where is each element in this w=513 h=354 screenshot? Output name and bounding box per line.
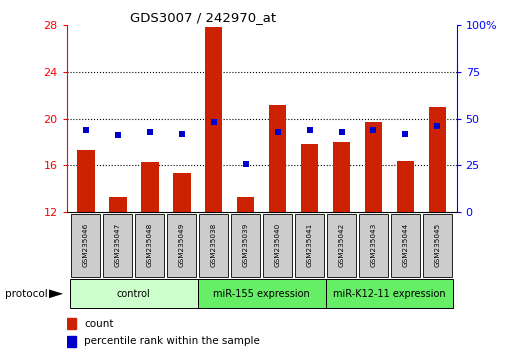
Text: GSM235040: GSM235040 <box>274 223 281 267</box>
FancyBboxPatch shape <box>70 279 198 308</box>
FancyBboxPatch shape <box>198 279 326 308</box>
Text: count: count <box>84 319 114 329</box>
FancyBboxPatch shape <box>423 214 452 276</box>
Text: control: control <box>117 289 151 299</box>
Bar <box>365 122 382 212</box>
FancyBboxPatch shape <box>104 214 132 276</box>
Text: GSM235046: GSM235046 <box>83 223 89 267</box>
FancyBboxPatch shape <box>71 214 100 276</box>
Bar <box>67 336 76 347</box>
FancyBboxPatch shape <box>326 279 453 308</box>
Text: GSM235041: GSM235041 <box>307 223 312 267</box>
Text: protocol: protocol <box>5 289 48 299</box>
Text: GSM235038: GSM235038 <box>211 223 216 267</box>
Text: GSM235049: GSM235049 <box>179 223 185 267</box>
FancyBboxPatch shape <box>200 214 228 276</box>
Text: GSM235048: GSM235048 <box>147 223 153 267</box>
Bar <box>269 104 286 212</box>
Bar <box>77 150 95 212</box>
Text: miR-155 expression: miR-155 expression <box>213 289 310 299</box>
Text: GSM235045: GSM235045 <box>435 223 440 267</box>
Text: miR-K12-11 expression: miR-K12-11 expression <box>333 289 446 299</box>
FancyBboxPatch shape <box>295 214 324 276</box>
Text: GSM235043: GSM235043 <box>370 223 377 267</box>
Bar <box>237 197 254 212</box>
Bar <box>141 162 159 212</box>
FancyBboxPatch shape <box>263 214 292 276</box>
Text: percentile rank within the sample: percentile rank within the sample <box>84 336 260 346</box>
FancyBboxPatch shape <box>135 214 164 276</box>
Text: GSM235044: GSM235044 <box>402 223 408 267</box>
Bar <box>428 107 446 212</box>
Bar <box>397 161 414 212</box>
FancyBboxPatch shape <box>327 214 356 276</box>
FancyBboxPatch shape <box>359 214 388 276</box>
Bar <box>205 27 223 212</box>
Bar <box>333 142 350 212</box>
FancyBboxPatch shape <box>231 214 260 276</box>
Polygon shape <box>49 289 63 298</box>
Bar <box>301 144 319 212</box>
Text: GSM235047: GSM235047 <box>115 223 121 267</box>
Text: GSM235039: GSM235039 <box>243 223 249 267</box>
Bar <box>67 318 76 329</box>
Text: GDS3007 / 242970_at: GDS3007 / 242970_at <box>130 11 276 24</box>
Text: GSM235042: GSM235042 <box>339 223 345 267</box>
FancyBboxPatch shape <box>167 214 196 276</box>
Bar <box>173 172 190 212</box>
Bar <box>109 197 127 212</box>
FancyBboxPatch shape <box>391 214 420 276</box>
